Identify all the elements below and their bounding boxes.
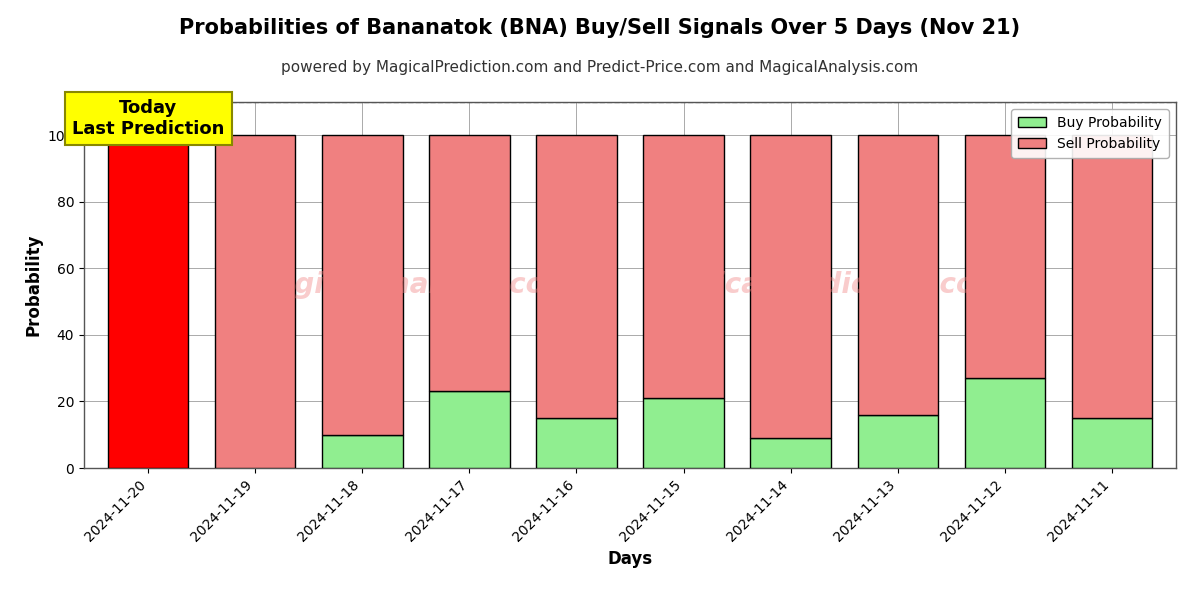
- Bar: [323, 135, 402, 435]
- Text: Probabilities of Bananatok (BNA) Buy/Sell Signals Over 5 Days (Nov 21): Probabilities of Bananatok (BNA) Buy/Sel…: [180, 18, 1020, 38]
- Bar: [215, 135, 295, 468]
- Bar: [965, 378, 1045, 468]
- Bar: [858, 415, 937, 468]
- Bar: [643, 135, 724, 398]
- Bar: [750, 135, 830, 438]
- Bar: [536, 135, 617, 418]
- Bar: [108, 135, 188, 468]
- Bar: [536, 418, 617, 468]
- Bar: [1072, 418, 1152, 468]
- Y-axis label: Probability: Probability: [24, 234, 42, 336]
- Bar: [323, 435, 402, 468]
- Bar: [643, 398, 724, 468]
- Text: powered by MagicalPrediction.com and Predict-Price.com and MagicalAnalysis.com: powered by MagicalPrediction.com and Pre…: [281, 60, 919, 75]
- Bar: [965, 135, 1045, 378]
- Legend: Buy Probability, Sell Probability: Buy Probability, Sell Probability: [1012, 109, 1169, 158]
- Bar: [1072, 135, 1152, 418]
- Bar: [430, 391, 510, 468]
- Text: MagicalAnalysis.com: MagicalAnalysis.com: [248, 271, 575, 299]
- Text: MagicalPrediction.com: MagicalPrediction.com: [649, 271, 1004, 299]
- Bar: [750, 438, 830, 468]
- Bar: [430, 135, 510, 391]
- Text: Today
Last Prediction: Today Last Prediction: [72, 99, 224, 138]
- Bar: [858, 135, 937, 415]
- X-axis label: Days: Days: [607, 550, 653, 568]
